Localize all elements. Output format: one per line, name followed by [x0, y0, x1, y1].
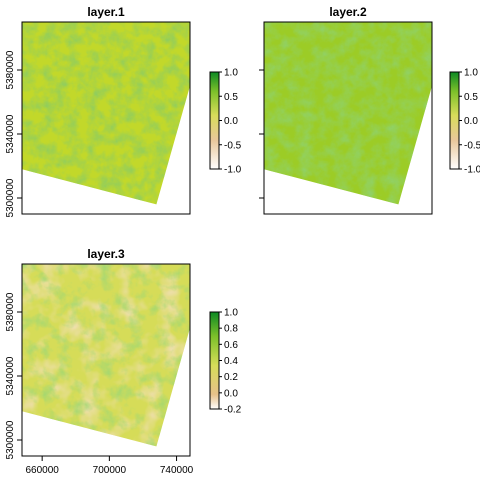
panel-title: layer.1 [87, 5, 125, 19]
panel-title: layer.2 [329, 5, 367, 19]
colorbar-tick-label: -0.5 [464, 140, 480, 151]
colorbar: 1.0 0.8 0.6 0.4 0.2 0.0 -0.2 [209, 308, 242, 416]
y-tick-label: 5300000 [5, 420, 16, 459]
x-tick-label: 660000 [25, 465, 59, 476]
panel-2: layer.2 1.0 0.5 0.0 -0.5 -1.0 [259, 5, 480, 215]
colorbar-tick-label: 1.0 [224, 68, 238, 79]
colorbar-tick-label: 0.8 [224, 324, 238, 335]
y-tick-label: 5300000 [5, 178, 16, 217]
x-tick-label: 740000 [160, 465, 194, 476]
panel-3: layer.3 5300000 5340000 5380000 660000 700000… [5, 247, 242, 476]
colorbar-tick-label: 0.6 [224, 340, 238, 351]
colorbar-ramp [209, 311, 220, 410]
colorbar-ramp [449, 71, 460, 170]
plot-frame [21, 21, 191, 215]
colorbar-tick-label: 0.5 [224, 92, 238, 103]
raster-image [264, 22, 432, 205]
colorbar-tick-label: -0.2 [224, 405, 242, 416]
y-tick-label: 5340000 [5, 114, 16, 153]
colorbar-tick-label: 0.4 [224, 356, 238, 367]
y-tick-label: 5340000 [5, 356, 16, 395]
colorbar-tick-label: 0.5 [464, 92, 478, 103]
raster-image [22, 264, 190, 447]
y-tick-label: 5380000 [5, 292, 16, 331]
colorbar-tick-label: 0.2 [224, 372, 238, 383]
plot-frame [263, 21, 433, 215]
x-tick-label: 700000 [93, 465, 127, 476]
colorbar-tick-label: 0.0 [224, 388, 238, 399]
colorbar-tick-label: 0.0 [224, 116, 238, 127]
panel-title: layer.3 [87, 247, 125, 261]
colorbar-tick-label: -1.0 [464, 165, 480, 176]
colorbar-tick-label: -1.0 [224, 165, 242, 176]
panel-1: layer.1 5300000 5340000 5380000 1.0 0.5 0.0 -0.… [5, 5, 242, 217]
colorbar-tick-label: 1.0 [224, 308, 238, 319]
plot-frame [21, 263, 191, 457]
raster-image [22, 22, 190, 205]
colorbar-ramp [209, 71, 220, 170]
colorbar: 1.0 0.5 0.0 -0.5 -1.0 [209, 68, 242, 176]
colorbar-tick-label: 1.0 [464, 68, 478, 79]
colorbar: 1.0 0.5 0.0 -0.5 -1.0 [449, 68, 480, 176]
colorbar-tick-label: 0.0 [464, 116, 478, 127]
colorbar-tick-label: -0.5 [224, 140, 242, 151]
y-tick-label: 5380000 [5, 50, 16, 89]
